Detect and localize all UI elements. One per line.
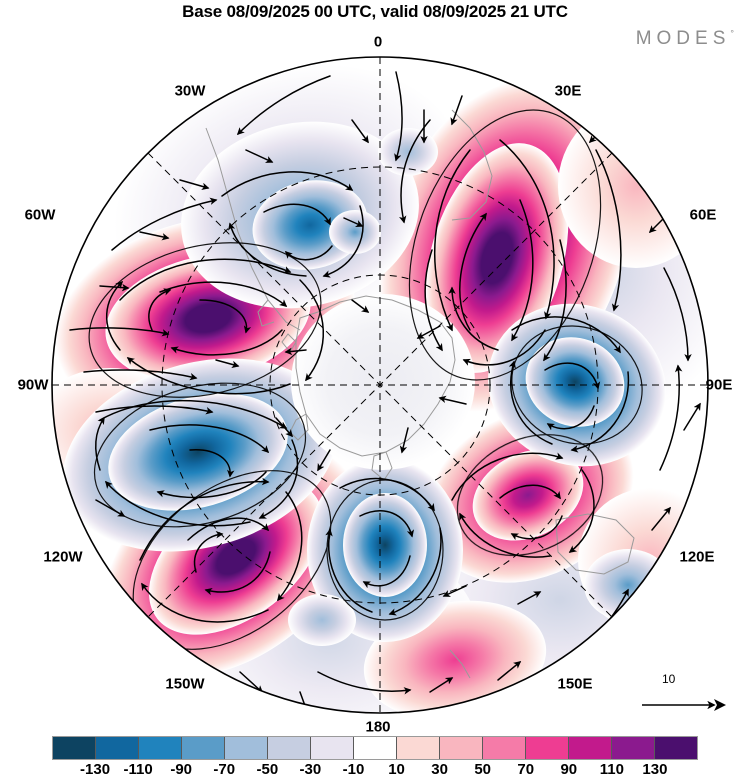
lon-label-90w: 90W: [17, 376, 49, 394]
map-svg: [51, 56, 709, 714]
negative-core: [329, 210, 381, 254]
negative-anomaly-minor: [584, 549, 672, 621]
colorbar-cell: [96, 737, 139, 759]
lon-label-150w: 150W: [165, 675, 205, 693]
lon-label-0: 0: [373, 33, 383, 51]
colorbar-tick-label: -130: [80, 761, 111, 778]
logo-mark: °: [730, 28, 734, 39]
colorbar-cell: [139, 737, 182, 759]
colorbar-cell: [354, 737, 397, 759]
colorbar-tick-label: -70: [213, 761, 236, 778]
colorbar-cell: [569, 737, 612, 759]
colorbar-tick-label: 10: [388, 761, 405, 778]
colorbar-tick-label: -110: [123, 761, 153, 778]
negative-core: [108, 393, 288, 511]
colorbar-ticks: -130 -110 -90 -70 -50 -30 -10 10 30 50 70 90 110 130: [52, 761, 698, 781]
lon-label-150e: 150E: [557, 675, 593, 693]
colorbar-tick-label: 90: [560, 761, 578, 778]
colorbar-cell: [526, 737, 569, 759]
colorbar-tick-label: -50: [256, 761, 279, 778]
colorbar-cell: [182, 737, 225, 759]
contour-lines: [88, 109, 643, 650]
arrow-right-icon: [714, 699, 726, 711]
lon-label-90e: 90E: [705, 376, 733, 394]
colorbar-tick-label: 30: [431, 761, 448, 778]
negative-anomaly-minor: [288, 594, 356, 646]
colorbar-tick-label: 50: [474, 761, 491, 778]
modes-logo: MODES°: [636, 28, 734, 50]
logo-text: MODES: [635, 28, 731, 49]
colorbar-tick-label: -30: [299, 761, 322, 778]
polar-stereographic-map: 0 30E 60E 90E 120E 150E 180 150W 120W 90…: [17, 33, 733, 736]
colorbar-cell: [225, 737, 268, 759]
negative-core: [343, 493, 427, 597]
positive-core: [472, 449, 584, 541]
colorbar-cell: [53, 737, 96, 759]
lon-label-30w: 30W: [174, 82, 206, 100]
colorbar-tick-label: -90: [170, 761, 193, 778]
colorbar: [52, 736, 698, 760]
colorbar-cell: [612, 737, 655, 759]
lon-label-60e: 60E: [689, 206, 717, 224]
colorbar-cell: [397, 737, 440, 759]
positive-anomaly-minor: [558, 104, 708, 268]
polar-neutral-zone: [291, 294, 475, 470]
colorbar-tick-label: 130: [642, 761, 668, 778]
lon-label-180: 180: [365, 718, 391, 736]
colorbar-cell: [440, 737, 483, 759]
anomaly-shading: [52, 57, 708, 713]
colorbar-cell: [268, 737, 311, 759]
colorbar-cell: [655, 737, 697, 759]
lon-label-120w: 120W: [43, 548, 83, 566]
vector-scale-label: 10: [662, 672, 676, 686]
negative-anomaly-minor: [378, 128, 438, 176]
lon-label-60w: 60W: [24, 206, 56, 224]
lon-label-120e: 120E: [679, 548, 715, 566]
vector-scale-legend: 10: [640, 672, 740, 720]
lon-label-30e: 30E: [554, 82, 582, 100]
colorbar-cell: [483, 737, 526, 759]
vector-scale-arrow: [642, 699, 726, 711]
colorbar-tick-label: -10: [342, 761, 365, 778]
colorbar-tick-label: 110: [599, 761, 624, 778]
page-title: Base 08/09/2025 00 UTC, valid 08/09/2025…: [182, 2, 568, 21]
colorbar-cell: [311, 737, 354, 759]
graticule: [52, 57, 708, 713]
globe-outline: [51, 56, 709, 714]
colorbar-tick-label: 70: [517, 761, 535, 778]
